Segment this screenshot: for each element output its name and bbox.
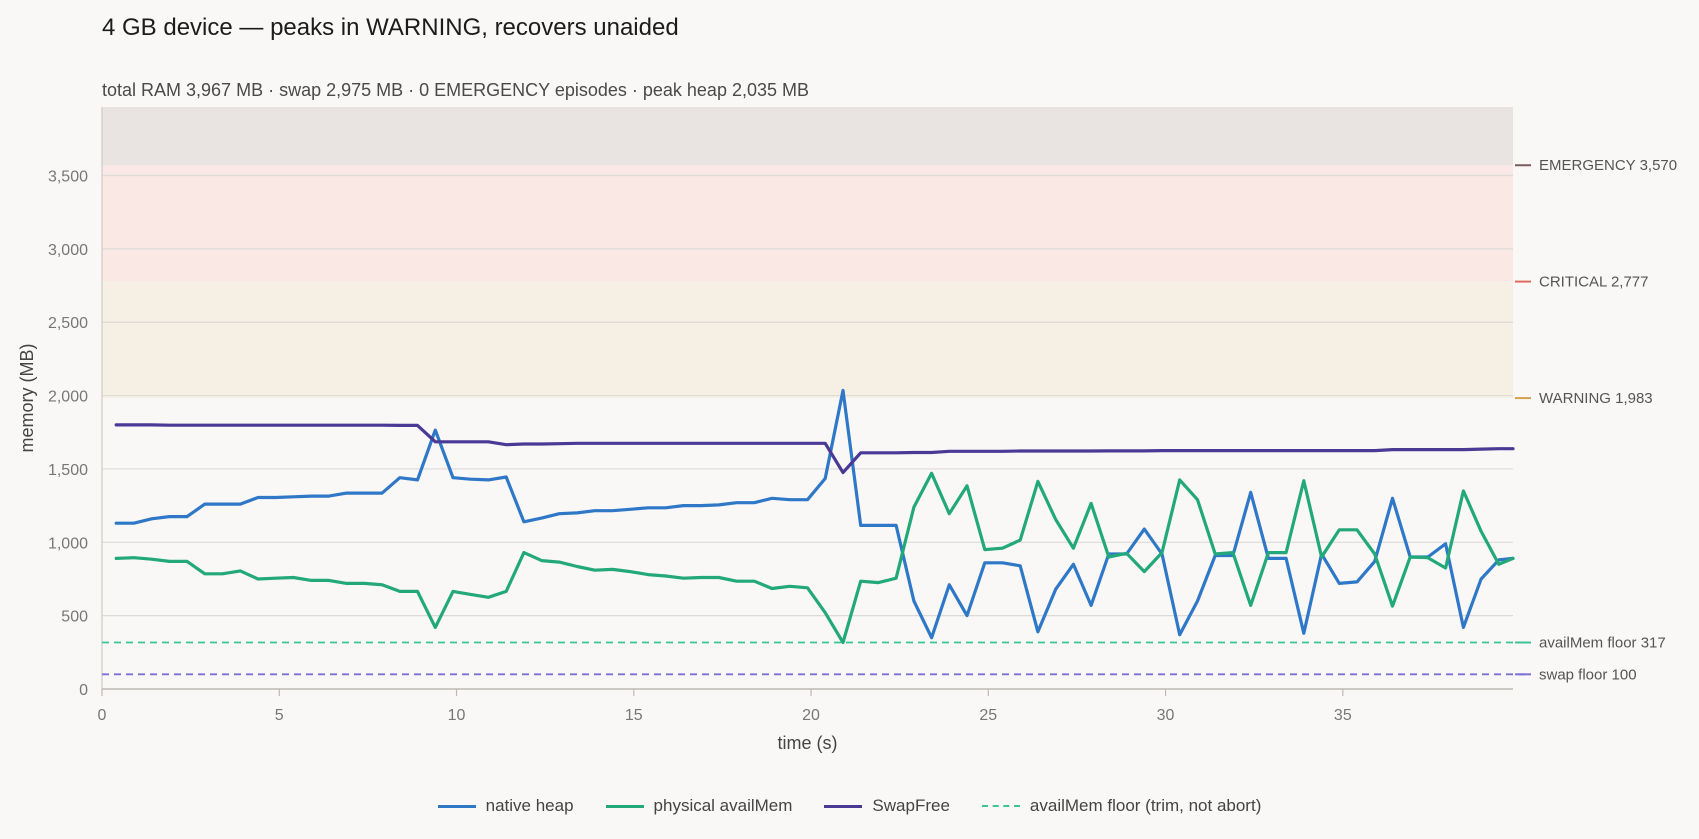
legend-item: physical availMem xyxy=(605,796,793,816)
x-tick-label: 20 xyxy=(802,707,820,724)
x-tick-label: 30 xyxy=(1157,707,1175,724)
legend-swatch xyxy=(605,804,644,808)
threshold-label: CRITICAL 2,777 xyxy=(1539,274,1649,291)
threshold-label: EMERGENCY 3,570 xyxy=(1539,157,1677,174)
x-tick-label: 25 xyxy=(979,707,997,724)
legend-item: availMem floor (trim, not abort) xyxy=(981,796,1262,816)
x-tick-label: 0 xyxy=(98,707,107,724)
y-tick-label: 3,000 xyxy=(48,242,88,259)
legend-label: physical availMem xyxy=(653,796,793,815)
threshold-label: WARNING 1,983 xyxy=(1539,390,1653,407)
legend-label: native heap xyxy=(485,796,574,815)
legend-label: availMem floor (trim, not abort) xyxy=(1029,796,1262,815)
band-critical xyxy=(102,165,1513,282)
x-tick-label: 15 xyxy=(625,707,643,724)
y-tick-label: 1,500 xyxy=(48,462,88,479)
threshold-label: availMem floor 317 xyxy=(1539,634,1666,651)
legend-item: SwapFree xyxy=(824,796,950,816)
legend-swatch xyxy=(981,805,1020,807)
series-line-native-heap xyxy=(114,388,1515,640)
legend-label: SwapFree xyxy=(872,796,950,815)
y-tick-label: 2,500 xyxy=(48,315,88,332)
y-axis-label: memory (MB) xyxy=(17,344,37,453)
x-tick-label: 5 xyxy=(275,707,284,724)
band-warning xyxy=(102,281,1513,399)
y-tick-label: 3,500 xyxy=(48,169,88,186)
series-line-swapfree xyxy=(114,423,1515,475)
legend-swatch xyxy=(824,804,863,808)
legend-item: native heap xyxy=(437,796,574,816)
x-tick-label: 35 xyxy=(1334,707,1352,724)
series-line-physical-availmem xyxy=(114,471,1515,645)
chart-subtitle: total RAM 3,967 MB · swap 2,975 MB · 0 E… xyxy=(102,80,810,100)
y-tick-label: 1,000 xyxy=(48,535,88,552)
y-tick-label: 500 xyxy=(61,609,88,626)
y-tick-label: 0 xyxy=(79,682,88,699)
threshold-label: swap floor 100 xyxy=(1539,666,1637,683)
band-emergency xyxy=(102,107,1513,166)
chart-legend: native heap physical availMem SwapFree avai… xyxy=(0,796,1699,816)
y-tick-label: 2,000 xyxy=(48,389,88,406)
chart-title: 4 GB device — peaks in WARNING, recovers… xyxy=(102,14,679,41)
x-tick-label: 10 xyxy=(448,707,466,724)
x-axis-label: time (s) xyxy=(778,733,838,753)
legend-swatch xyxy=(437,804,476,808)
